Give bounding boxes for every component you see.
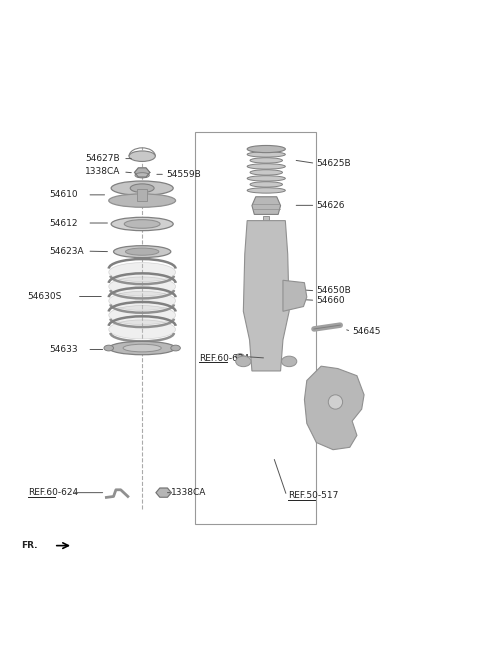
Text: 54645: 54645	[352, 327, 381, 336]
Ellipse shape	[247, 176, 285, 181]
Polygon shape	[252, 197, 281, 215]
Ellipse shape	[250, 157, 282, 163]
Polygon shape	[134, 168, 150, 177]
Ellipse shape	[111, 181, 173, 195]
Ellipse shape	[135, 173, 149, 178]
Text: 1338CA: 1338CA	[171, 488, 206, 497]
Ellipse shape	[250, 182, 282, 187]
Text: REF.50-517: REF.50-517	[288, 491, 338, 501]
Text: 54630S: 54630S	[28, 292, 62, 301]
Polygon shape	[304, 366, 364, 450]
Text: REF.60-624: REF.60-624	[199, 354, 250, 363]
Polygon shape	[283, 280, 307, 312]
Ellipse shape	[109, 341, 176, 355]
Ellipse shape	[123, 344, 161, 352]
Ellipse shape	[111, 217, 173, 231]
Ellipse shape	[247, 146, 285, 153]
Ellipse shape	[109, 277, 176, 296]
Text: 54610: 54610	[49, 190, 78, 199]
Text: FR.: FR.	[22, 541, 38, 550]
Ellipse shape	[109, 262, 176, 281]
FancyBboxPatch shape	[137, 189, 147, 201]
Text: 54660: 54660	[316, 296, 345, 305]
Ellipse shape	[236, 354, 244, 359]
Ellipse shape	[124, 220, 160, 228]
Text: 54559B: 54559B	[166, 170, 201, 179]
Ellipse shape	[109, 291, 176, 310]
Text: 54612: 54612	[49, 218, 78, 228]
Ellipse shape	[129, 151, 156, 161]
Text: 54626: 54626	[316, 201, 345, 210]
Ellipse shape	[130, 184, 154, 192]
Ellipse shape	[236, 356, 251, 367]
Ellipse shape	[109, 194, 176, 207]
Ellipse shape	[109, 306, 176, 325]
Polygon shape	[156, 488, 171, 497]
Ellipse shape	[171, 345, 180, 351]
Text: 54650B: 54650B	[316, 286, 351, 295]
Text: 54625B: 54625B	[316, 159, 351, 168]
Polygon shape	[243, 220, 289, 371]
Text: 54627B: 54627B	[85, 154, 120, 163]
Text: REF.60-624: REF.60-624	[28, 488, 78, 497]
Ellipse shape	[328, 395, 343, 409]
Ellipse shape	[125, 248, 159, 255]
FancyBboxPatch shape	[264, 216, 269, 254]
Text: 54633: 54633	[49, 345, 78, 354]
Ellipse shape	[109, 320, 176, 339]
Text: 1338CA: 1338CA	[85, 167, 120, 176]
Ellipse shape	[104, 345, 114, 351]
Text: 54623A: 54623A	[49, 247, 84, 256]
Ellipse shape	[247, 188, 285, 193]
Ellipse shape	[281, 356, 297, 367]
Ellipse shape	[250, 170, 282, 175]
Ellipse shape	[247, 152, 285, 157]
Ellipse shape	[247, 164, 285, 169]
Ellipse shape	[114, 246, 171, 258]
